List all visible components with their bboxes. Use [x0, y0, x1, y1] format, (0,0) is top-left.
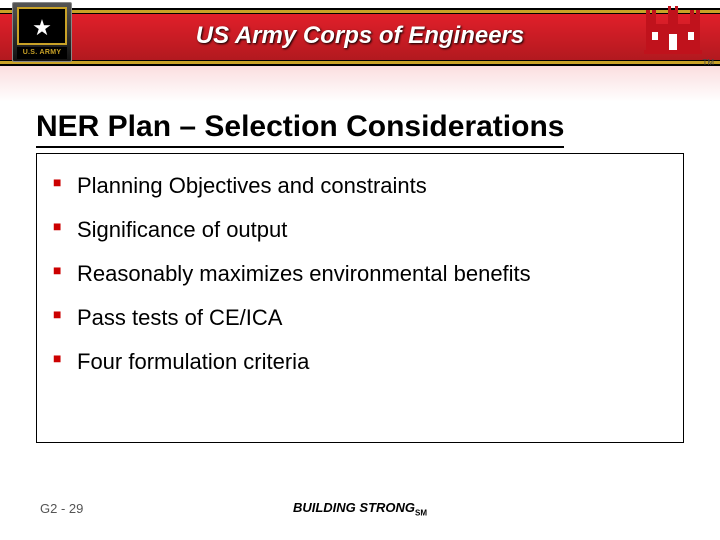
bullet-list: Planning Objectives and constraints Sign… — [51, 164, 669, 384]
slide-title: NER Plan – Selection Considerations — [36, 110, 564, 148]
header-wash — [0, 66, 720, 102]
list-item: Four formulation criteria — [51, 340, 669, 384]
list-item: Significance of output — [51, 208, 669, 252]
list-item: Reasonably maximizes environmental benef… — [51, 252, 669, 296]
header-band: ★ U.S. ARMY US Army Corps of Engineers — [0, 0, 720, 74]
list-item: Pass tests of CE/ICA — [51, 296, 669, 340]
usace-castle-logo — [642, 4, 704, 58]
service-mark: SM — [415, 509, 427, 518]
footer-motto: BUILDING STRONGSM — [0, 500, 720, 518]
slide: ★ U.S. ARMY US Army Corps of Engineers — [0, 0, 720, 540]
castle-icon — [642, 4, 704, 58]
content-box: Planning Objectives and constraints Sign… — [36, 153, 684, 443]
motto-text: BUILDING STRONG — [293, 500, 415, 515]
header-gold-top — [0, 10, 720, 13]
header-gold-bottom — [0, 61, 720, 64]
list-item: Planning Objectives and constraints — [51, 164, 669, 208]
org-title: US Army Corps of Engineers — [0, 22, 720, 50]
